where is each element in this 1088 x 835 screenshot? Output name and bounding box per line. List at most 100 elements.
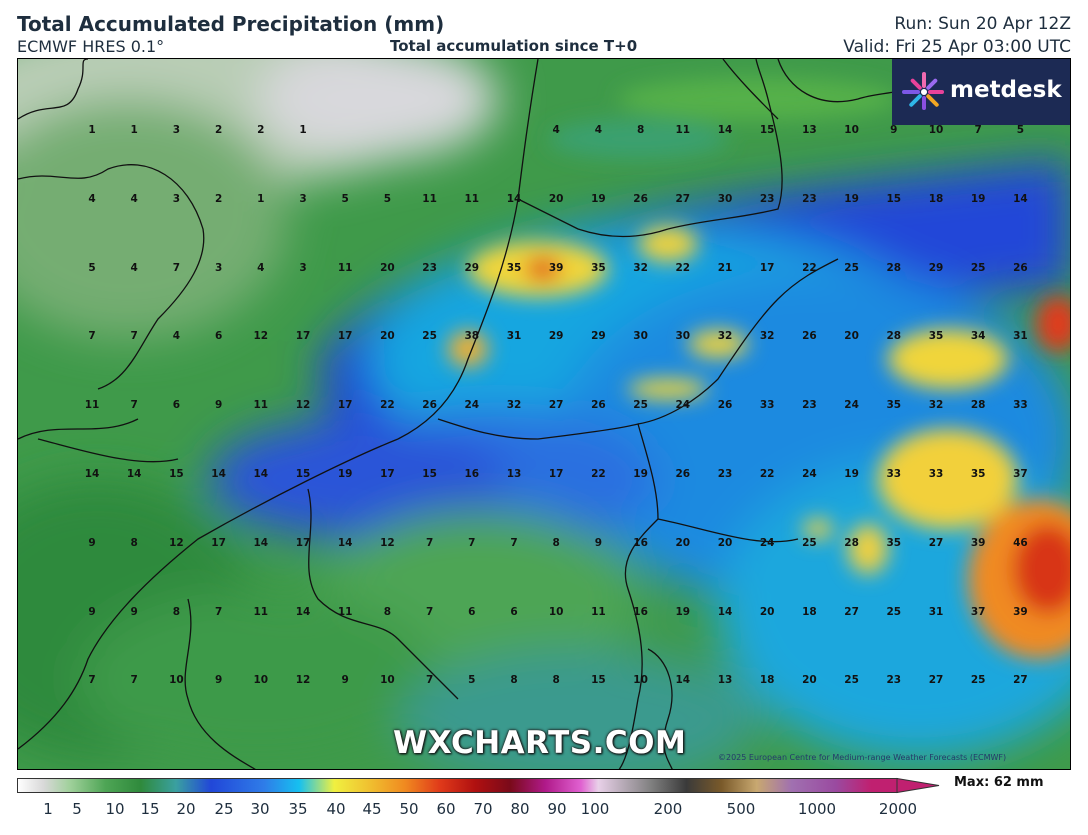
precip-value: 10 bbox=[253, 674, 269, 687]
precip-value: 25 bbox=[886, 605, 902, 618]
precip-value: 7 bbox=[425, 536, 434, 549]
precip-value: 4 bbox=[172, 330, 181, 343]
precip-value: 1 bbox=[257, 192, 265, 205]
wxcharts-watermark: WXCHARTS.COM bbox=[393, 725, 687, 761]
precip-value: 25 bbox=[844, 261, 859, 274]
precip-value: 12 bbox=[295, 399, 311, 412]
precip-value: 35 bbox=[591, 261, 606, 274]
precip-value: 23 bbox=[422, 261, 437, 274]
precip-value: 10 bbox=[548, 605, 564, 618]
precip-value: 29 bbox=[464, 261, 480, 274]
precip-value: 11 bbox=[675, 124, 691, 136]
precip-value: 8 bbox=[510, 674, 518, 687]
precip-value: 20 bbox=[675, 536, 691, 549]
precip-value: 37 bbox=[1013, 468, 1028, 480]
precip-value: 24 bbox=[464, 399, 480, 412]
precip-value: 14 bbox=[337, 536, 353, 549]
precip-value: 10 bbox=[928, 124, 944, 136]
precip-value: 24 bbox=[759, 536, 775, 549]
precip-value: 20 bbox=[548, 192, 564, 205]
precip-value: 3 bbox=[299, 192, 307, 205]
precip-value: 34 bbox=[970, 330, 986, 343]
precip-value: 10 bbox=[633, 674, 648, 687]
precip-value: 15 bbox=[295, 468, 311, 480]
scale-tick-label: 35 bbox=[288, 800, 308, 818]
precip-value: 15 bbox=[169, 468, 184, 480]
precip-value: 29 bbox=[928, 261, 944, 274]
precip-value: 14 bbox=[675, 674, 691, 687]
precip-value: 32 bbox=[759, 330, 775, 343]
precip-value: 31 bbox=[506, 330, 522, 343]
precip-value: 24 bbox=[802, 468, 817, 480]
precip-value: 17 bbox=[548, 468, 564, 480]
precip-value: 3 bbox=[172, 192, 181, 205]
precip-value: 28 bbox=[970, 399, 986, 412]
precip-value: 8 bbox=[636, 124, 645, 136]
scale-tick-label: 90 bbox=[547, 800, 567, 818]
precip-value: 24 bbox=[844, 399, 859, 412]
scale-tick-label: 30 bbox=[250, 800, 270, 818]
precip-value: 17 bbox=[380, 468, 395, 480]
precip-value: 27 bbox=[675, 192, 691, 205]
precip-value: 19 bbox=[675, 605, 691, 618]
precip-value: 8 bbox=[383, 605, 392, 618]
scale-tick-label: 25 bbox=[214, 800, 234, 818]
scale-tick-label: 80 bbox=[510, 800, 530, 818]
precip-value: 28 bbox=[886, 261, 902, 274]
scale-tick-label: 2000 bbox=[878, 800, 918, 818]
precip-value: 8 bbox=[552, 674, 560, 687]
precip-value: 19 bbox=[633, 468, 648, 480]
precip-value: 27 bbox=[548, 399, 564, 412]
precip-value: 35 bbox=[886, 399, 902, 412]
precip-value: 19 bbox=[591, 192, 606, 205]
precip-value: 12 bbox=[295, 674, 311, 687]
precip-value: 19 bbox=[970, 192, 986, 205]
precip-value: 39 bbox=[970, 536, 986, 549]
precip-value: 46 bbox=[1013, 536, 1028, 549]
scale-tick-label: 100 bbox=[580, 800, 610, 818]
precip-value: 17 bbox=[337, 330, 353, 343]
precip-value: 1 bbox=[88, 124, 96, 136]
scale-tick-label: 70 bbox=[473, 800, 493, 818]
precip-value: 3 bbox=[299, 261, 307, 274]
precip-value: 20 bbox=[844, 330, 859, 343]
precip-value: 7 bbox=[88, 674, 96, 687]
precip-value: 37 bbox=[970, 605, 986, 618]
precip-value: 33 bbox=[928, 468, 944, 480]
precip-value: 10 bbox=[169, 674, 184, 687]
precip-value: 23 bbox=[802, 192, 817, 205]
precip-value: 27 bbox=[844, 605, 859, 618]
precip-value: 3 bbox=[172, 124, 181, 136]
precip-value: 9 bbox=[341, 674, 349, 687]
precip-value: 27 bbox=[1013, 674, 1028, 687]
precip-value: 7 bbox=[130, 330, 138, 343]
precip-value: 15 bbox=[759, 124, 775, 136]
precip-value: 8 bbox=[130, 536, 138, 549]
precip-value: 14 bbox=[84, 468, 100, 480]
precip-value: 10 bbox=[844, 124, 859, 136]
precip-value: 19 bbox=[844, 192, 859, 205]
precip-value: 16 bbox=[464, 468, 480, 480]
precip-value: 32 bbox=[928, 399, 944, 412]
precip-value: 22 bbox=[802, 261, 817, 274]
metdesk-wordmark: metdesk bbox=[950, 77, 1062, 103]
precip-value: 5 bbox=[1016, 124, 1025, 136]
scale-tick-label: 45 bbox=[362, 800, 382, 818]
precip-value: 7 bbox=[130, 399, 138, 412]
precip-value: 26 bbox=[591, 399, 606, 412]
metdesk-logo: metdesk bbox=[892, 59, 1070, 125]
precip-value: 14 bbox=[295, 605, 311, 618]
precip-value: 30 bbox=[675, 330, 691, 343]
precip-value: 8 bbox=[552, 536, 560, 549]
precip-value: 19 bbox=[844, 468, 859, 480]
precip-value: 23 bbox=[759, 192, 775, 205]
precip-value: 13 bbox=[802, 124, 817, 136]
precip-value: 5 bbox=[88, 261, 96, 274]
precip-value: 9 bbox=[88, 605, 96, 618]
scale-tick-label: 60 bbox=[436, 800, 456, 818]
precip-value: 25 bbox=[970, 674, 986, 687]
precip-value: 11 bbox=[253, 399, 269, 412]
precip-value: 12 bbox=[253, 330, 269, 343]
precip-value: 12 bbox=[169, 536, 184, 549]
precip-value: 22 bbox=[380, 399, 395, 412]
